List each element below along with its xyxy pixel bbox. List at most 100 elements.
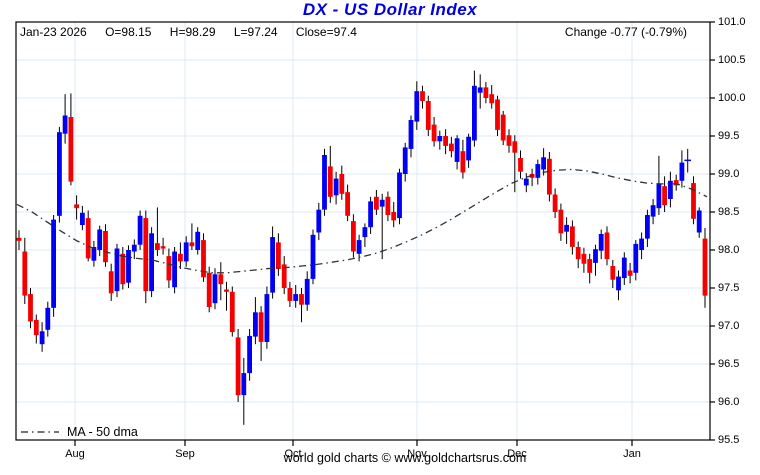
month-label: Sep: [175, 448, 195, 460]
candle-down: [327, 166, 333, 197]
candle-down: [103, 231, 108, 263]
candle-up: [45, 307, 51, 330]
y-tick-label: 99.5: [718, 130, 739, 142]
candle-up: [247, 335, 252, 374]
candle-down: [189, 242, 195, 247]
candle-up: [183, 242, 189, 262]
candle-up: [57, 132, 62, 216]
header-high: H=98.29: [169, 25, 216, 39]
x-axis-labels: Aug Sep Oct Nov Dec Jan: [65, 440, 641, 460]
candle-up: [310, 234, 316, 279]
candle-down: [281, 264, 287, 288]
y-tick-label: 98.5: [718, 206, 739, 218]
candle-down: [339, 174, 345, 194]
candle-up: [264, 294, 270, 342]
candle-up: [454, 138, 460, 162]
y-tick-label: 95.5: [718, 434, 739, 446]
candle-up: [149, 233, 154, 292]
candle-up: [621, 257, 627, 279]
candle-up: [293, 294, 299, 301]
candle-up: [535, 164, 541, 178]
y-tick-label: 97.5: [718, 282, 739, 294]
candle-down: [143, 218, 149, 292]
candle-up: [437, 136, 443, 142]
candle-up: [356, 240, 362, 254]
candle-down: [351, 221, 356, 252]
y-tick-label: 99.0: [718, 168, 739, 180]
month-label: Dec: [507, 448, 527, 460]
candle-up: [523, 178, 529, 186]
candle-down: [33, 319, 39, 336]
change-label: Change -0.77 (-0.79%): [564, 25, 687, 39]
candle-down: [28, 294, 33, 322]
footer-credit: world gold charts © www.goldchartsrus.co…: [283, 451, 527, 465]
header-close: Close=97.4: [295, 25, 357, 39]
candle-up: [362, 227, 368, 238]
candle-up: [541, 157, 546, 170]
candle-down: [570, 226, 575, 247]
candle-down: [460, 151, 466, 173]
candle-down: [691, 183, 696, 219]
candle-up: [402, 147, 408, 174]
candle-up: [564, 224, 569, 232]
candle-up: [598, 234, 604, 251]
candle-down: [575, 247, 581, 260]
candle-down: [512, 141, 518, 153]
y-tick-label: 97.0: [718, 320, 739, 332]
candle-down: [449, 143, 454, 152]
month-label: Oct: [284, 448, 301, 460]
candle-down: [610, 266, 616, 280]
candle-up: [270, 237, 275, 293]
candle-up: [616, 276, 621, 291]
ohlc-header: Jan-23 2026 O=98.15 H=98.29 L=97.24 Clos…: [20, 25, 372, 39]
candle-down: [483, 87, 489, 98]
candle-up: [639, 238, 644, 250]
ma-legend-swatch: [21, 431, 59, 433]
candle-up: [195, 231, 201, 250]
candle-down: [385, 196, 391, 215]
candle-up: [333, 178, 339, 196]
candle-down: [662, 186, 667, 206]
candle-down: [229, 291, 235, 333]
candle-down: [581, 253, 587, 264]
candle-down: [16, 237, 22, 241]
candle-up: [322, 155, 327, 210]
candle-up: [39, 331, 45, 345]
header-open: O=98.15: [105, 25, 152, 39]
candle-up: [316, 209, 322, 233]
candle-down: [587, 259, 593, 273]
candle-down: [224, 289, 229, 292]
y-tick-label: 98.0: [718, 244, 739, 256]
candle-up: [51, 219, 56, 308]
candle-down: [604, 232, 610, 260]
candle-down: [558, 209, 564, 234]
candle-down: [166, 256, 172, 281]
header-low: L=97.24: [233, 25, 278, 39]
y-tick-label: 100.5: [718, 54, 746, 66]
month-label: Nov: [407, 448, 427, 460]
candle-down: [160, 246, 166, 249]
candle-up: [126, 250, 131, 283]
month-label: Jan: [623, 448, 641, 460]
ma-50-line: [16, 168, 708, 274]
candle-down: [431, 124, 437, 142]
candle-up: [477, 87, 483, 93]
candle-up: [97, 229, 103, 250]
candle-down: [425, 101, 431, 130]
candle-up: [414, 91, 420, 122]
candle-down: [552, 194, 558, 212]
candle-up: [253, 312, 258, 337]
candle-up: [472, 85, 477, 141]
candle-up: [645, 215, 650, 239]
plot-border: [15, 21, 711, 441]
candle-down: [108, 271, 114, 294]
y-tick-label: 96.0: [718, 396, 739, 408]
candle-down: [506, 135, 512, 146]
month-label: Aug: [65, 448, 85, 460]
candle-down: [702, 238, 708, 296]
candle-up: [656, 183, 662, 209]
candle-down: [68, 117, 74, 182]
y-tick-label: 100.0: [718, 92, 746, 104]
